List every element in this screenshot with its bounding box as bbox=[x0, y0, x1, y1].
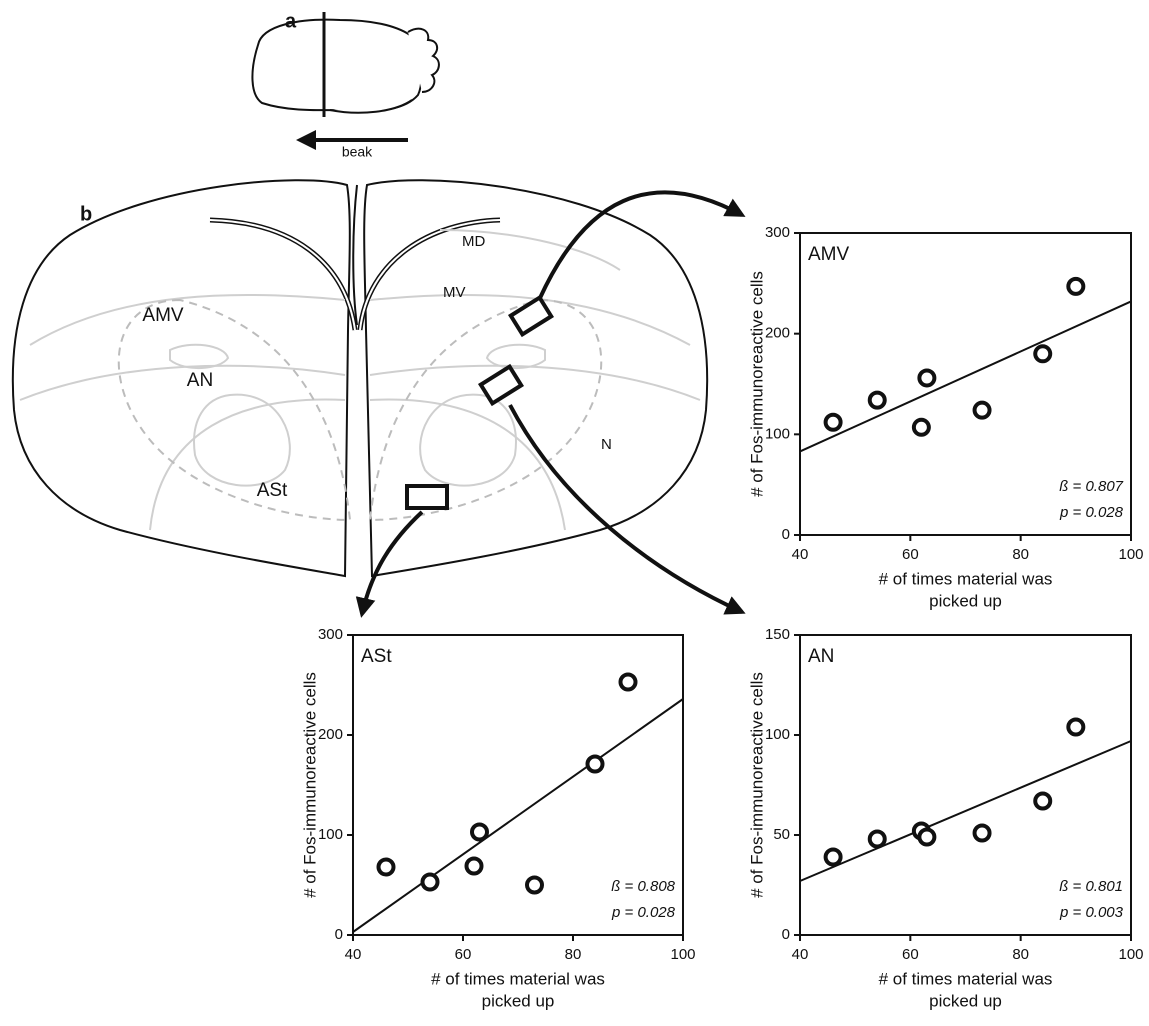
data-point bbox=[911, 417, 931, 437]
x-tick-label: 60 bbox=[902, 946, 919, 963]
x-tick-label: 100 bbox=[1118, 946, 1143, 963]
y-tick-label: 100 bbox=[765, 425, 790, 442]
plot-frame bbox=[352, 634, 684, 936]
data-point bbox=[1066, 717, 1086, 737]
data-point bbox=[1033, 791, 1053, 811]
x-tick-label: 60 bbox=[455, 946, 472, 963]
y-tick-label: 100 bbox=[765, 726, 790, 743]
y-axis-label: # of Fos-immunoreactive cells bbox=[300, 672, 319, 898]
data-point bbox=[376, 857, 396, 877]
bird-brain-sketch bbox=[251, 12, 440, 150]
y-axis-label: # of Fos-immunoreactive cells bbox=[747, 271, 766, 497]
x-tick-label: 100 bbox=[670, 946, 695, 963]
y-tick-label: 300 bbox=[318, 626, 343, 643]
y-tick-label: 0 bbox=[782, 926, 790, 943]
data-point bbox=[470, 822, 489, 842]
data-point bbox=[525, 875, 544, 895]
y-tick-label: 0 bbox=[335, 926, 343, 943]
brain-section bbox=[11, 179, 746, 618]
plot-frame bbox=[799, 634, 1132, 936]
x-tick-label: 40 bbox=[792, 546, 809, 563]
region-label: MV bbox=[443, 284, 466, 301]
x-axis-label: # of times material was bbox=[431, 969, 605, 988]
plot-frame bbox=[799, 232, 1132, 536]
region-label: N bbox=[601, 436, 612, 453]
y-tick-label: 50 bbox=[773, 826, 790, 843]
y-tick-label: 0 bbox=[782, 526, 790, 543]
stat-annotation: ß = 0.801 bbox=[1059, 878, 1123, 895]
x-axis-label: # of times material was bbox=[879, 569, 1053, 588]
fit-line bbox=[799, 740, 1132, 882]
plot-title: ASt bbox=[361, 646, 392, 667]
data-point bbox=[464, 856, 484, 876]
x-axis-label: # of times material was bbox=[879, 969, 1053, 988]
y-tick-label: 200 bbox=[765, 325, 790, 342]
region-label: AN bbox=[187, 370, 213, 391]
y-tick-label: 200 bbox=[318, 726, 343, 743]
data-point bbox=[917, 368, 937, 388]
x-axis-label: picked up bbox=[929, 591, 1002, 610]
region-label: ASt bbox=[257, 480, 288, 501]
y-axis-label: # of Fos-immunoreactive cells bbox=[747, 672, 766, 898]
data-point bbox=[823, 412, 843, 432]
x-tick-label: 80 bbox=[565, 946, 582, 963]
plot-title: AMV bbox=[808, 244, 850, 265]
x-axis-label: picked up bbox=[929, 991, 1002, 1010]
fit-line bbox=[799, 300, 1132, 453]
panel-label: b bbox=[80, 203, 92, 225]
data-point bbox=[1066, 276, 1086, 296]
x-tick-label: 60 bbox=[902, 546, 919, 563]
data-point bbox=[420, 872, 440, 892]
stat-annotation: p = 0.028 bbox=[611, 904, 676, 921]
data-point bbox=[972, 823, 992, 843]
stat-annotation: p = 0.003 bbox=[1059, 904, 1124, 921]
arrow-label: beak bbox=[342, 144, 373, 160]
fit-line bbox=[352, 698, 684, 933]
data-point bbox=[972, 400, 992, 420]
data-point bbox=[585, 754, 605, 774]
x-axis-label: picked up bbox=[482, 991, 555, 1010]
region-label: MD bbox=[462, 233, 485, 250]
x-tick-label: 80 bbox=[1012, 946, 1029, 963]
y-tick-label: 150 bbox=[765, 626, 790, 643]
plot-title: AN bbox=[808, 646, 834, 667]
data-point bbox=[867, 390, 887, 410]
stat-annotation: p = 0.028 bbox=[1059, 504, 1124, 521]
x-tick-label: 80 bbox=[1012, 546, 1029, 563]
region-label: AMV bbox=[142, 305, 184, 326]
data-point bbox=[917, 827, 937, 847]
y-tick-label: 100 bbox=[318, 826, 343, 843]
stat-annotation: ß = 0.807 bbox=[1059, 478, 1123, 495]
x-tick-label: 100 bbox=[1118, 546, 1143, 563]
data-point bbox=[823, 847, 843, 867]
x-tick-label: 40 bbox=[792, 946, 809, 963]
x-tick-label: 40 bbox=[345, 946, 362, 963]
data-point bbox=[1033, 344, 1053, 364]
stat-annotation: ß = 0.808 bbox=[611, 878, 675, 895]
data-point bbox=[618, 672, 638, 692]
data-point bbox=[867, 829, 887, 849]
y-tick-label: 300 bbox=[765, 224, 790, 241]
panel-label: a bbox=[285, 10, 297, 32]
